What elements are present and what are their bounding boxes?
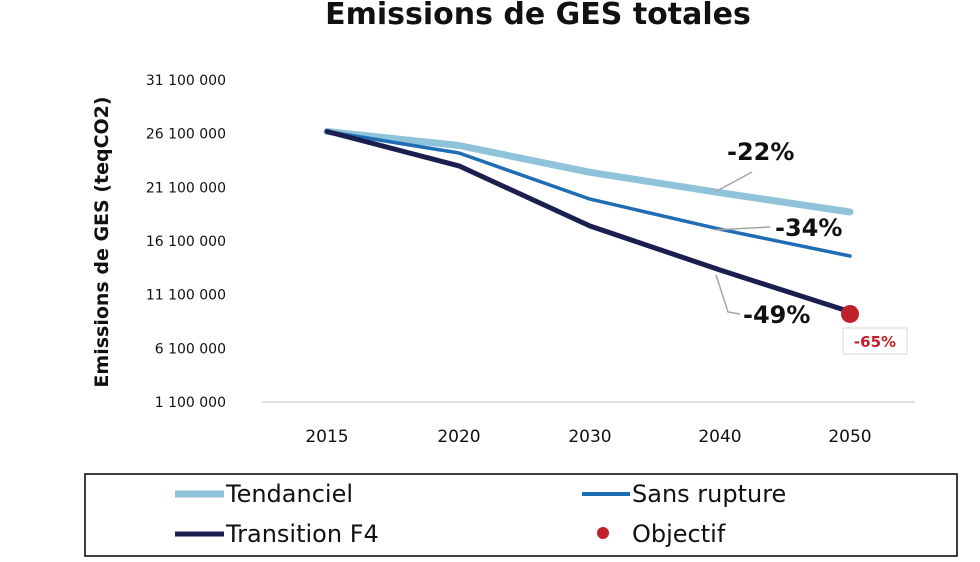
- series-line-transition-f4: [324, 129, 853, 315]
- objectif-points: [841, 304, 859, 323]
- x-tick-label: 2015: [305, 427, 348, 447]
- series-lines: [323, 128, 854, 315]
- y-tick-label: 6 100 000: [155, 341, 226, 357]
- point-objectif: [841, 304, 859, 323]
- annotation-objectif: -65%: [854, 333, 896, 351]
- y-tick-label: 1 100 000: [155, 395, 226, 411]
- chart-title: Emissions de GES totales: [325, 0, 751, 32]
- y-tick-label: 31 100 000: [146, 73, 226, 89]
- y-tick-label: 11 100 000: [146, 288, 226, 304]
- legend-swatch-objectif: [597, 527, 609, 539]
- legend-box: [84, 473, 958, 557]
- annotation-transition: -49%: [743, 301, 810, 329]
- annotation-leader-sans-rupture: [714, 226, 771, 231]
- annotation-leader-transition: [715, 274, 741, 315]
- y-tick-label: 16 100 000: [146, 234, 226, 250]
- legend-label-objectif: Objectif: [632, 520, 726, 548]
- x-tick-label: 2050: [828, 427, 871, 447]
- x-tick-label: 2030: [568, 427, 611, 447]
- y-tick-label: 21 100 000: [146, 180, 226, 196]
- x-tick-labels: 2015 2020 2030 2040 2050: [305, 427, 871, 447]
- legend-label-transition: Transition F4: [225, 520, 379, 548]
- x-tick-label: 2020: [437, 427, 480, 447]
- annotation-leader-tendanciel: [714, 171, 753, 193]
- y-axis-label: Emissions de GES (teqCO2): [91, 96, 113, 387]
- series-line-tendanciel: [323, 128, 854, 216]
- x-tick-label: 2040: [698, 427, 741, 447]
- y-tick-label: 26 100 000: [146, 127, 226, 143]
- legend-label-tendanciel: Tendanciel: [225, 480, 353, 508]
- legend-label-sans-rupture: Sans rupture: [632, 480, 786, 508]
- y-tick-labels: 1 100 000 6 100 000 11 100 000 16 100 000 21…: [146, 73, 226, 411]
- annotation-tendanciel: -22%: [727, 138, 794, 166]
- series-line-sans-rupture: [325, 129, 852, 258]
- annotation-objectif-box: [842, 327, 908, 355]
- annotation-sans-rupture: -34%: [775, 214, 842, 242]
